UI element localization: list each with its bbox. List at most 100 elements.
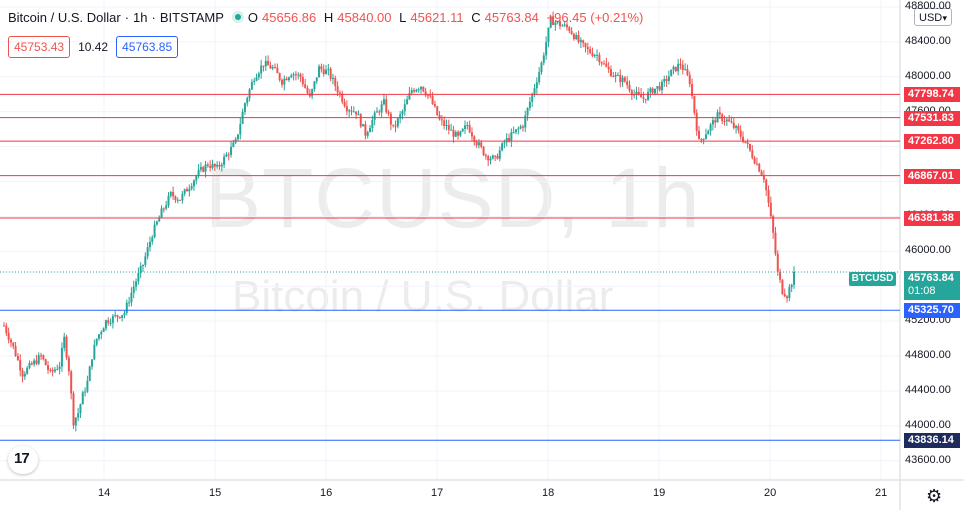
candle-body xyxy=(561,25,564,27)
candle-body xyxy=(209,165,212,168)
candle-body xyxy=(389,113,392,125)
time-tick-label: 19 xyxy=(653,487,666,499)
candle-body xyxy=(341,93,344,102)
candle-body xyxy=(790,284,793,288)
candle-body xyxy=(718,112,721,115)
candle-body xyxy=(593,55,596,57)
candle-body xyxy=(776,253,779,272)
candle-body xyxy=(37,355,40,364)
candle-body xyxy=(691,83,694,97)
candle-body xyxy=(769,202,772,217)
candle-body xyxy=(311,89,314,97)
candle-body xyxy=(176,199,179,201)
candle-body xyxy=(758,163,761,172)
candle-body xyxy=(498,150,501,159)
candle-body xyxy=(243,103,246,112)
candle-body xyxy=(491,155,494,159)
symbol-title[interactable]: Bitcoin / U.S. Dollar xyxy=(8,10,121,25)
candle-body xyxy=(306,88,309,94)
candle-body xyxy=(262,65,265,67)
candle-body xyxy=(563,24,566,26)
exchange-label: BITSTAMP xyxy=(159,10,224,25)
candle-body xyxy=(373,112,376,120)
time-tick-label: 17 xyxy=(431,487,444,499)
candle-body xyxy=(793,271,795,285)
candle-body xyxy=(47,365,50,370)
candle-body xyxy=(352,111,355,113)
candle-body xyxy=(487,156,490,161)
candle-body xyxy=(501,143,504,151)
candle-body xyxy=(155,221,158,225)
candle-body xyxy=(186,189,189,192)
candle-body xyxy=(786,296,789,299)
candle-body xyxy=(579,40,582,43)
candle-body xyxy=(51,369,54,372)
candle-body xyxy=(635,91,638,95)
candle-body xyxy=(213,163,216,167)
tradingview-logo-icon[interactable]: 17 xyxy=(8,446,38,474)
candle-body xyxy=(609,69,612,77)
candle-body xyxy=(751,150,754,158)
candle-body xyxy=(313,81,316,90)
time-tick-label: 18 xyxy=(542,487,555,499)
candle-body xyxy=(359,114,362,127)
candle-body xyxy=(197,169,200,177)
candle-body xyxy=(552,16,555,25)
candle-body xyxy=(343,101,346,107)
candle-body xyxy=(512,132,515,134)
candle-body xyxy=(93,344,96,360)
candle-body xyxy=(21,370,24,377)
candle-body xyxy=(364,124,367,136)
candle-body xyxy=(640,94,643,98)
candle-body xyxy=(14,346,17,356)
time-tick-label: 20 xyxy=(764,487,777,499)
candle-body xyxy=(630,90,633,95)
bar-countdown: 01:08 xyxy=(908,285,936,297)
candle-body xyxy=(206,164,209,166)
candle-body xyxy=(647,92,650,100)
candle-body xyxy=(162,208,165,210)
candle-body xyxy=(348,110,351,112)
candle-body xyxy=(737,125,740,131)
candle-body xyxy=(480,142,483,147)
candle-body xyxy=(107,320,110,324)
interval-label[interactable]: 1h xyxy=(133,10,148,25)
candle-body xyxy=(531,93,534,102)
candle-body xyxy=(169,192,172,196)
candle-body xyxy=(586,47,589,50)
candle-body xyxy=(216,164,219,167)
candle-body xyxy=(508,138,511,142)
candle-body xyxy=(549,16,552,28)
candle-body xyxy=(612,76,615,78)
level-label-7: 43836.14 xyxy=(904,433,960,449)
candle-body xyxy=(236,134,239,140)
candle-body xyxy=(114,315,117,317)
candle-body xyxy=(570,30,573,34)
candle-body xyxy=(598,54,601,63)
candle-body xyxy=(401,111,404,115)
candle-body xyxy=(728,119,731,122)
candle-body xyxy=(174,196,177,201)
candle-body xyxy=(410,90,413,94)
candle-body xyxy=(274,67,277,69)
candle-body xyxy=(79,404,82,414)
price-tick-label: 44000.00 xyxy=(905,418,951,431)
gear-icon[interactable]: ⚙ xyxy=(926,486,943,506)
candle-body xyxy=(130,292,133,303)
candle-body xyxy=(762,175,765,180)
buy-price-button[interactable]: 45763.85 xyxy=(116,36,179,58)
currency-selector[interactable]: USD ▾ xyxy=(914,8,952,26)
candle-body xyxy=(7,332,10,340)
candle-body xyxy=(74,417,77,426)
candle-body xyxy=(144,256,147,265)
sell-price-button[interactable]: 45753.43 xyxy=(8,36,71,58)
candle-body xyxy=(406,99,409,105)
candle-body xyxy=(521,126,524,128)
candle-body xyxy=(528,101,531,109)
candle-body xyxy=(788,287,791,299)
candle-body xyxy=(327,68,330,70)
candle-body xyxy=(473,136,476,142)
candle-body xyxy=(417,89,420,91)
